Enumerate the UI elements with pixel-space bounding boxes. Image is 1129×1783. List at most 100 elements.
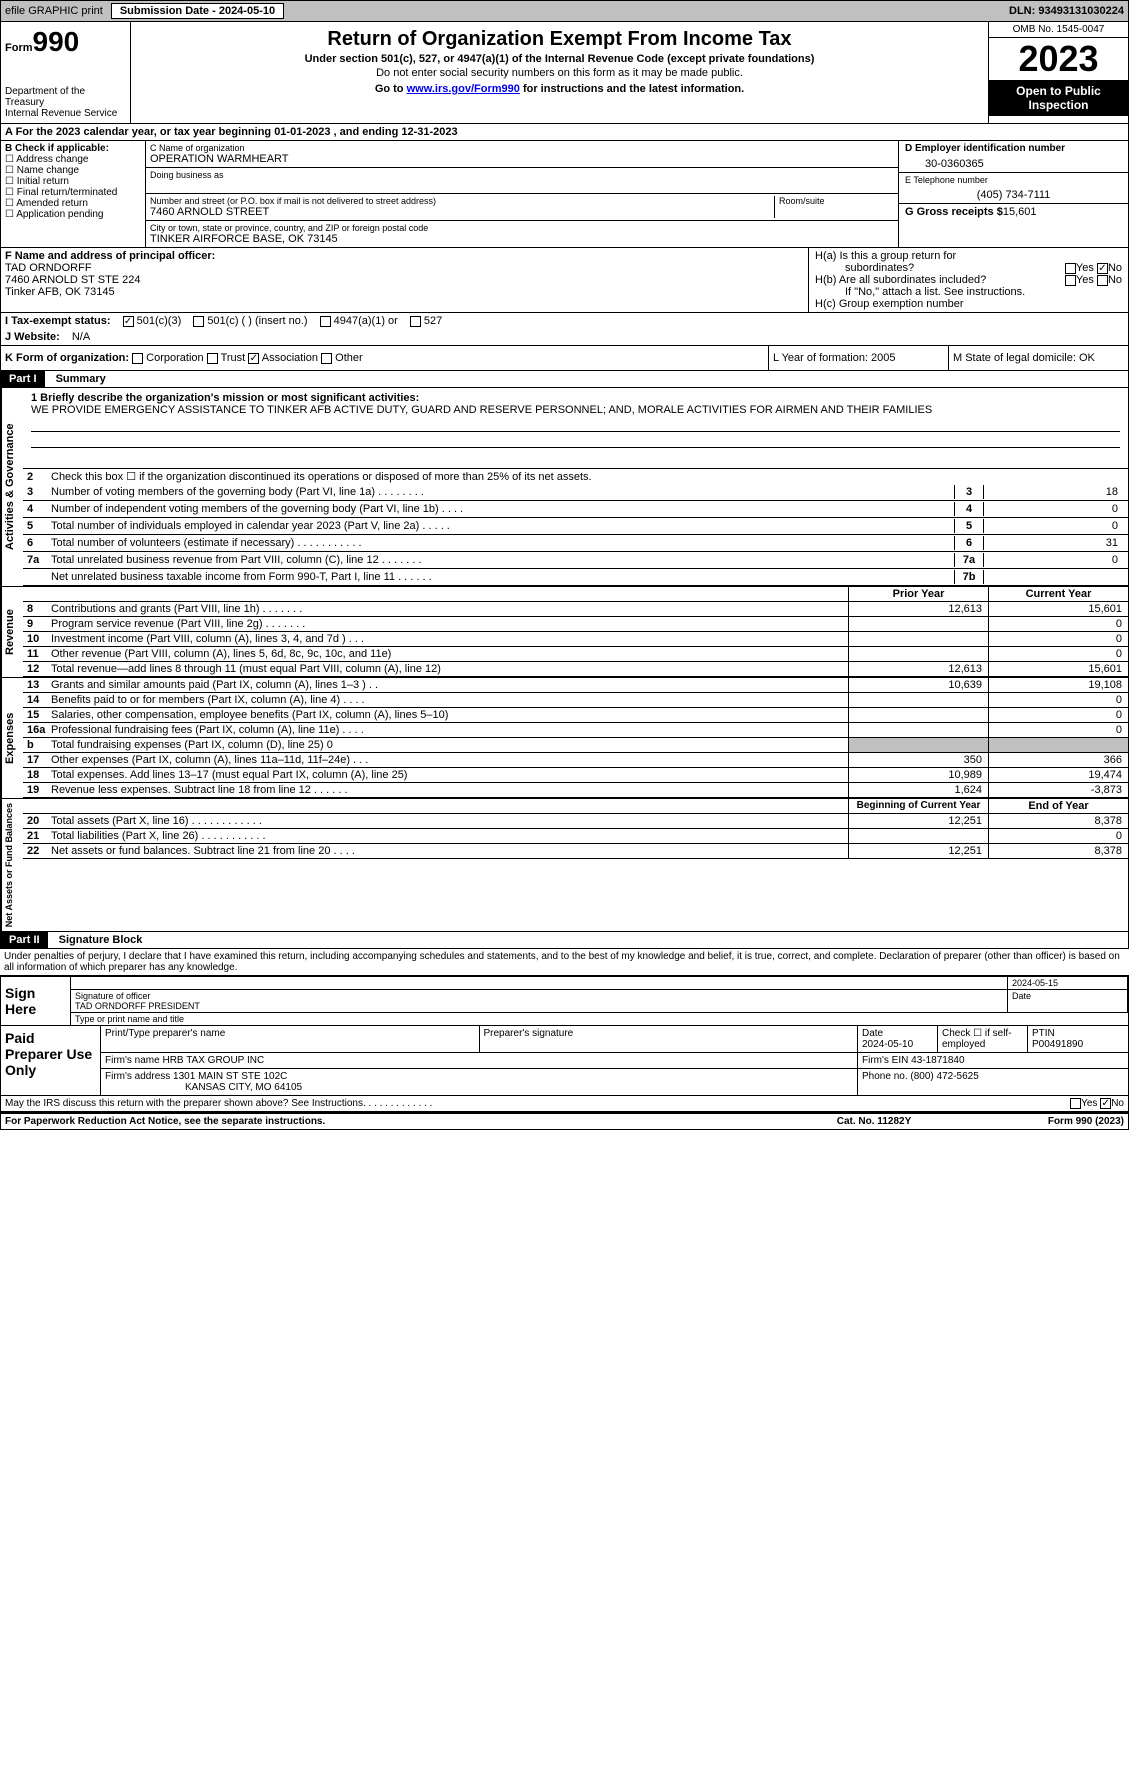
- cb-address-change[interactable]: Address change: [5, 154, 141, 165]
- l-year: L Year of formation: 2005: [768, 346, 948, 370]
- phone-label2: Phone no.: [862, 1071, 908, 1082]
- sum-line-7b: Net unrelated business taxable income fr…: [23, 569, 1128, 586]
- mission-line3: [31, 450, 1120, 464]
- gross-receipts-block: G Gross receipts $15,601: [899, 203, 1128, 220]
- discuss-yes-cb[interactable]: [1070, 1098, 1081, 1109]
- column-b: B Check if applicable: Address change Na…: [1, 141, 146, 247]
- check-self: Check ☐ if self-employed: [938, 1026, 1028, 1052]
- type-label: Type or print name and title: [71, 1013, 1128, 1025]
- footer: For Paperwork Reduction Act Notice, see …: [0, 1112, 1129, 1130]
- sign-here-label: Sign Here: [1, 977, 71, 1025]
- form-subtitle-2: Do not enter social security numbers on …: [137, 67, 982, 79]
- vtab-governance: Activities & Governance: [1, 388, 23, 586]
- cb-application-pending[interactable]: Application pending: [5, 209, 141, 220]
- pdate-val: 2024-05-10: [862, 1039, 933, 1050]
- form-number: 990: [33, 26, 80, 57]
- ha-no-cb[interactable]: [1097, 263, 1108, 274]
- part2-header-row: Part II Signature Block: [0, 932, 1129, 949]
- cb-corp[interactable]: [132, 353, 143, 364]
- hb-line: H(b) Are all subordinates included? Yes …: [815, 274, 1122, 286]
- mission-label: 1 Briefly describe the organization's mi…: [31, 392, 1120, 404]
- discuss-row: May the IRS discuss this return with the…: [0, 1096, 1129, 1112]
- cb-amended-return[interactable]: Amended return: [5, 198, 141, 209]
- org-name: OPERATION WARMHEART: [150, 153, 894, 165]
- cb-name-change[interactable]: Name change: [5, 165, 141, 176]
- boy-header: Beginning of Current Year: [848, 799, 988, 813]
- open-to-public: Open to Public Inspection: [989, 80, 1128, 116]
- paid-row2: Firm's name HRB TAX GROUP INC Firm's EIN…: [101, 1053, 1128, 1069]
- column-h: H(a) Is this a group return for subordin…: [808, 248, 1128, 312]
- hb-yes-cb[interactable]: [1065, 275, 1076, 286]
- line-b: bTotal fundraising expenses (Part IX, co…: [23, 738, 1128, 753]
- ein: 30-0360365: [905, 158, 1122, 170]
- yes-label: Yes: [1076, 262, 1094, 274]
- cb-trust[interactable]: [207, 353, 218, 364]
- firm-addr: Firm's address 1301 MAIN ST STE 102CKANS…: [101, 1069, 858, 1095]
- psig-label: Preparer's signature: [480, 1026, 859, 1052]
- line-18: 18Total expenses. Add lines 13–17 (must …: [23, 768, 1128, 783]
- line-2: 2Check this box ☐ if the organization di…: [23, 469, 1128, 484]
- firm-addr-label: Firm's address: [105, 1071, 170, 1082]
- j-label: J Website:: [5, 331, 60, 343]
- efile-label: efile GRAPHIC print: [5, 5, 103, 17]
- ha-yes-cb[interactable]: [1065, 263, 1076, 274]
- street-label: Number and street (or P.O. box if mail i…: [150, 196, 774, 206]
- ptin-val: P00491890: [1032, 1039, 1124, 1050]
- line2-desc: Check this box ☐ if the organization dis…: [51, 470, 1124, 483]
- row-k-l-m: K Form of organization: Corporation Trus…: [0, 346, 1129, 371]
- ha-yn: Yes No: [1065, 262, 1122, 274]
- footer-center: Cat. No. 11282Y: [774, 1116, 974, 1127]
- cb-assoc[interactable]: [248, 353, 259, 364]
- city-label: City or town, state or province, country…: [150, 223, 894, 233]
- firm-name-val: HRB TAX GROUP INC: [162, 1055, 264, 1066]
- cb-initial-return[interactable]: Initial return: [5, 176, 141, 187]
- hb-yn: Yes No: [1065, 274, 1122, 286]
- footer-left: For Paperwork Reduction Act Notice, see …: [5, 1116, 774, 1127]
- cb-other[interactable]: [321, 353, 332, 364]
- cb-527[interactable]: [410, 316, 421, 327]
- 501c: 501(c) ( ) (insert no.): [207, 315, 307, 327]
- phone-label: E Telephone number: [905, 175, 1122, 185]
- hc: H(c) Group exemption number: [815, 298, 1122, 310]
- penalties-text: Under penalties of perjury, I declare th…: [0, 949, 1129, 975]
- form-title: Return of Organization Exempt From Incom…: [137, 28, 982, 51]
- footer-right: Form 990 (2023): [974, 1116, 1124, 1127]
- eoy-header: End of Year: [988, 799, 1128, 813]
- row-i: I Tax-exempt status: 501(c)(3) 501(c) ( …: [0, 313, 1129, 329]
- city: TINKER AIRFORCE BASE, OK 73145: [150, 233, 894, 245]
- cb-501c[interactable]: [193, 316, 204, 327]
- website: N/A: [72, 331, 90, 343]
- part1-num: Part I: [1, 371, 45, 387]
- firm-name: Firm's name HRB TAX GROUP INC: [101, 1053, 858, 1068]
- sig-officer: Signature of officer TAD ORNDORFF PRESID…: [71, 990, 1008, 1012]
- irs-link[interactable]: www.irs.gov/Form990: [407, 83, 520, 95]
- hb-no-cb[interactable]: [1097, 275, 1108, 286]
- discuss-no-cb[interactable]: [1100, 1098, 1111, 1109]
- 4947: 4947(a)(1) or: [334, 315, 398, 327]
- firm-phone-val: (800) 472-5625: [910, 1071, 978, 1082]
- sig-row2: Signature of officer TAD ORNDORFF PRESID…: [71, 990, 1128, 1013]
- cb-final-return[interactable]: Final return/terminated: [5, 187, 141, 198]
- sig-row3: Type or print name and title: [71, 1013, 1128, 1025]
- paid-row3: Firm's address 1301 MAIN ST STE 102CKANS…: [101, 1069, 1128, 1095]
- summary-netassets: Net Assets or Fund Balances Beginning of…: [0, 799, 1129, 932]
- cb-501c3[interactable]: [123, 316, 134, 327]
- phone: (405) 734-7111: [905, 189, 1122, 201]
- ha2-line: subordinates? Yes No: [815, 262, 1122, 274]
- part1-header-row: Part I Summary: [0, 371, 1129, 388]
- section-f-h: F Name and address of principal officer:…: [0, 248, 1129, 313]
- paid-row1: Print/Type preparer's name Preparer's si…: [101, 1026, 1128, 1053]
- form-header-left: Form990 Department of the Treasury Inter…: [1, 22, 131, 123]
- f-label: F Name and address of principal officer:: [5, 250, 804, 262]
- na-header: Beginning of Current Year End of Year: [23, 799, 1128, 814]
- line-11: 11Other revenue (Part VIII, column (A), …: [23, 647, 1128, 662]
- line-13: 13Grants and similar amounts paid (Part …: [23, 678, 1128, 693]
- vtab-revenue: Revenue: [1, 587, 23, 677]
- sum-line-7a: 7aTotal unrelated business revenue from …: [23, 552, 1128, 569]
- cb-4947[interactable]: [320, 316, 331, 327]
- line-19: 19Revenue less expenses. Subtract line 1…: [23, 783, 1128, 798]
- line-22: 22Net assets or fund balances. Subtract …: [23, 844, 1128, 859]
- line-14: 14Benefits paid to or for members (Part …: [23, 693, 1128, 708]
- sign-here-block: Sign Here 2024-05-15 Signature of office…: [0, 975, 1129, 1026]
- no-label2: No: [1108, 274, 1122, 286]
